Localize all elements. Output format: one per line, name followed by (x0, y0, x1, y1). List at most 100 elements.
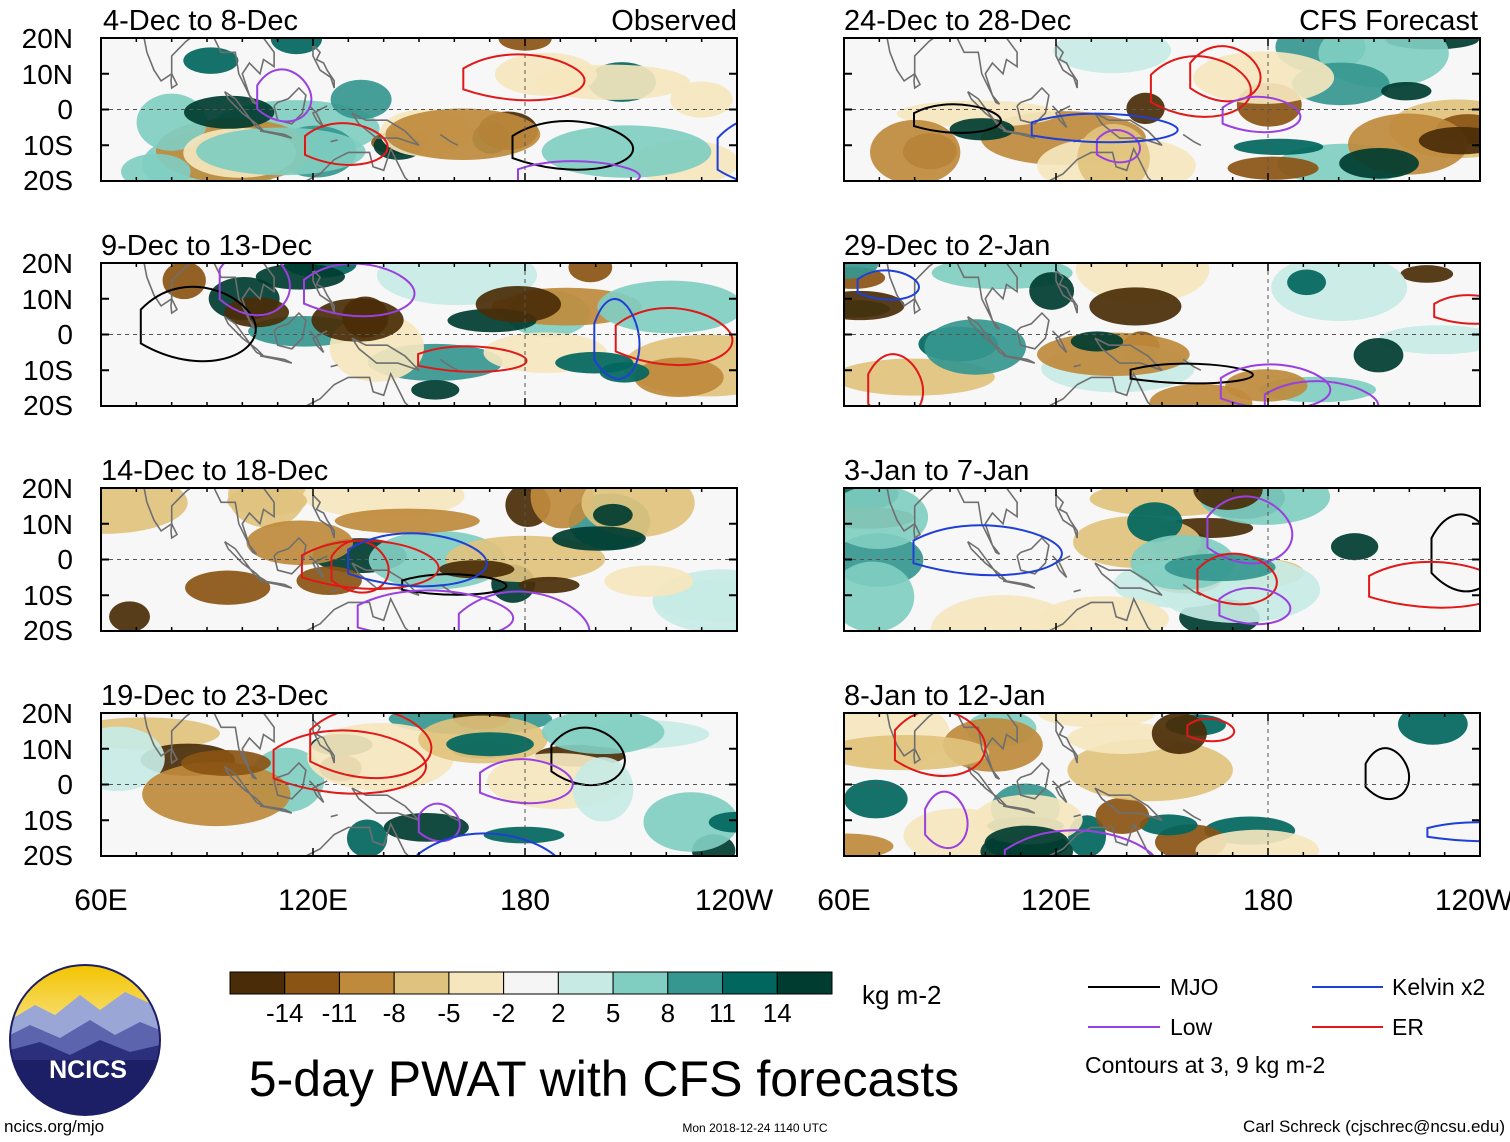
coastline (439, 808, 459, 822)
coastline (913, 298, 922, 315)
contour-line (1206, 495, 1294, 565)
x-tick-label: 180 (1243, 884, 1293, 917)
coastline (956, 713, 1018, 780)
coastline (1182, 133, 1202, 147)
coastline (956, 263, 1018, 330)
y-tick-label: 0 (57, 769, 73, 800)
coastline (886, 263, 935, 308)
x-tick-label: 60E (817, 884, 870, 917)
footer-url[interactable]: ncics.org/mjo (4, 1117, 104, 1136)
colorbar-tick-label: -11 (322, 998, 358, 1028)
contour-line (417, 802, 461, 843)
y-tick-label: 10S (23, 580, 73, 611)
anomaly-blob (330, 79, 392, 120)
coastline (259, 130, 293, 139)
anomaly-blob (844, 833, 894, 856)
y-tick-label: 10N (22, 734, 73, 765)
coastline (1073, 814, 1081, 818)
coastline (341, 213, 359, 224)
map-panel-observed-4 (100, 712, 738, 857)
contour-line (1426, 821, 1480, 843)
anomaly-blob (1287, 269, 1327, 296)
anomaly-blob (572, 757, 634, 822)
anomaly-blob (270, 38, 323, 55)
anomaly-blob (121, 153, 191, 181)
contour-line (356, 589, 515, 631)
anomaly-blob (1067, 739, 1233, 802)
anomaly-blob (1225, 369, 1308, 402)
panel-title: 8-Jan to 12-Jan (844, 680, 1046, 712)
anomaly-blob (535, 64, 690, 100)
anomaly-blob (475, 285, 562, 323)
anomaly-blob (224, 297, 290, 328)
anomaly-blob (196, 127, 366, 176)
contour-line (511, 120, 635, 171)
coastline (1047, 371, 1153, 406)
coastline (1016, 761, 1050, 800)
logo-ring (9, 964, 161, 1116)
coastline (312, 44, 335, 89)
anomaly-blob (246, 520, 353, 565)
anomaly-blob (1400, 265, 1454, 283)
anomaly-blob (1095, 797, 1150, 835)
legend-label-er: ER (1392, 1014, 1424, 1040)
coastline (956, 488, 1018, 555)
y-tick-label: 20S (23, 390, 73, 421)
contour-line (139, 285, 257, 363)
anomaly-blob (1233, 138, 1324, 156)
colorbar-swatch (667, 971, 724, 995)
coastline (1016, 311, 1050, 350)
colorbar-units: kg m-2 (862, 980, 941, 1010)
figure-title: 5-day PWAT with CFS forecasts (249, 1051, 959, 1107)
anomaly-blob (518, 576, 580, 594)
coastline (1084, 438, 1102, 449)
coastline (304, 596, 410, 631)
y-tick-label: 10N (22, 284, 73, 315)
contour-line (924, 790, 969, 849)
coastline (312, 269, 335, 314)
anomaly-blob (870, 119, 961, 181)
coastline (213, 263, 275, 330)
colorbar-swatch (448, 971, 505, 995)
y-tick-label: 10S (23, 355, 73, 386)
legend-label-kelvin: Kelvin x2 (1392, 974, 1485, 1000)
anomaly-blob (541, 713, 665, 754)
coastline (1073, 589, 1081, 593)
contour-line (1095, 128, 1142, 164)
panel-title: 29-Dec to 2-Jan (844, 230, 1050, 262)
anomaly-blob (844, 561, 915, 631)
coastline (1094, 787, 1163, 822)
contour-line (1186, 717, 1236, 743)
anomaly-blob (101, 488, 188, 534)
coastline (1055, 269, 1078, 314)
colorbar-swatch (722, 971, 778, 995)
logo-text: NCICS (49, 1056, 127, 1084)
coastline (439, 133, 459, 147)
y-tick-label: 20N (22, 248, 73, 279)
contour-line (1364, 747, 1411, 800)
map-panel-forecast-3 (843, 438, 1481, 632)
coastline (913, 523, 922, 540)
anomaly-blob (541, 125, 712, 178)
panel-title: 19-Dec to 23-Dec (101, 680, 328, 712)
anomaly-blob (1381, 81, 1432, 101)
contour-line (1030, 112, 1179, 144)
coastline (913, 748, 922, 765)
coastline (213, 488, 275, 555)
map-panel-forecast-1 (843, 37, 1481, 182)
contour-line (1430, 513, 1480, 593)
coastline (913, 73, 922, 90)
colorbar-tick-label: -2 (492, 998, 515, 1028)
colorbar-tick-label: -5 (437, 998, 460, 1028)
y-tick-labels: 20N 10N 0 10S 20S 20N 10N 0 10S 20S 20N … (22, 23, 73, 871)
contour-line (218, 263, 292, 317)
cfs-forecast-label: CFS Forecast (1299, 5, 1478, 37)
coastline (170, 523, 179, 540)
anomaly-blob (101, 726, 165, 792)
coastline (1002, 580, 1036, 589)
contour-note: Contours at 3, 9 kg m-2 (1085, 1052, 1325, 1078)
contour-line (479, 758, 574, 805)
contour-line (593, 298, 641, 380)
anomaly-blob (1339, 147, 1419, 179)
contour-line (913, 103, 1002, 134)
